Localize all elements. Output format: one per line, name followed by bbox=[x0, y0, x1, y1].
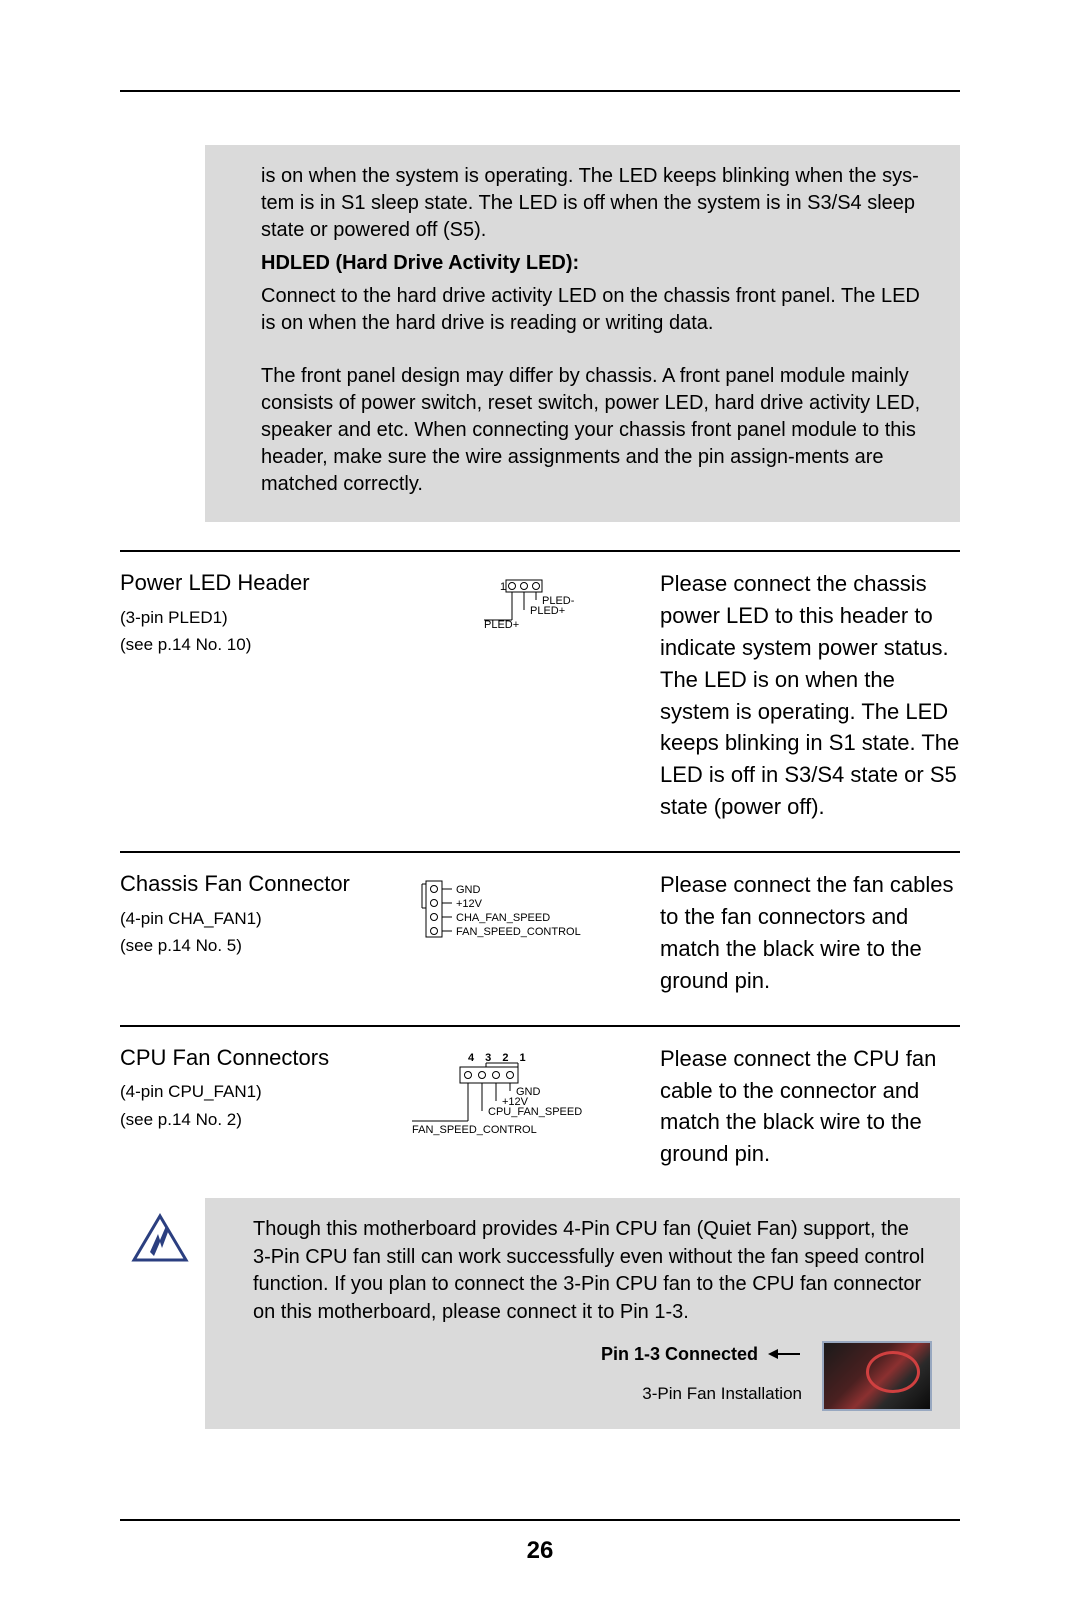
pled-label-3: PLED+ bbox=[484, 619, 519, 631]
pin-circle bbox=[465, 1071, 472, 1078]
section-title: Power LED Header bbox=[120, 568, 400, 598]
note-text: Though this motherboard provides 4-Pin C… bbox=[253, 1216, 932, 1326]
section-left: CPU Fan Connectors (4-pin CPU_FAN1) (see… bbox=[120, 1043, 400, 1133]
intro-p3: The front panel design may differ by cha… bbox=[261, 363, 932, 498]
intro-p1: is on when the system is operating. The … bbox=[261, 163, 932, 244]
info-box-top: is on when the system is operating. The … bbox=[205, 145, 960, 522]
section-sub1: (4-pin CHA_FAN1) bbox=[120, 905, 400, 932]
pin-circle bbox=[521, 583, 528, 590]
pin-block: Pin 1-3 Connected 3-Pin Fan Installation bbox=[253, 1341, 932, 1411]
section-rule bbox=[120, 1025, 960, 1027]
section-title: CPU Fan Connectors bbox=[120, 1043, 400, 1073]
section-chassis-fan: Chassis Fan Connector (4-pin CHA_FAN1) (… bbox=[120, 869, 960, 997]
pin-connected-row: Pin 1-3 Connected bbox=[601, 1342, 802, 1367]
section-cpu-fan: CPU Fan Connectors (4-pin CPU_FAN1) (see… bbox=[120, 1043, 960, 1171]
pled-label-2: PLED+ bbox=[530, 605, 565, 617]
warning-triangle bbox=[134, 1216, 186, 1260]
page-number: 26 bbox=[0, 1537, 1080, 1565]
top-rule bbox=[120, 90, 960, 92]
diagram-cpu-fan: 4 3 2 1 GND +12V CPU_FAN_SPEED bbox=[410, 1043, 650, 1144]
diagram-pled: 1 PLED- PLED+ PLED+ bbox=[410, 568, 650, 639]
section-rule bbox=[120, 550, 960, 552]
pin-circle bbox=[431, 928, 438, 935]
cpu-box bbox=[460, 1067, 518, 1083]
pled-box bbox=[506, 580, 542, 592]
section-power-led: Power LED Header (3-pin PLED1) (see p.14… bbox=[120, 568, 960, 823]
section-sub2: (see p.14 No. 10) bbox=[120, 631, 400, 658]
section-desc: Please connect the chassis power LED to … bbox=[660, 568, 960, 823]
fan-install-photo bbox=[822, 1341, 932, 1411]
pin-circle bbox=[493, 1071, 500, 1078]
section-sub1: (3-pin PLED1) bbox=[120, 604, 400, 631]
section-sub1: (4-pin CPU_FAN1) bbox=[120, 1078, 400, 1105]
pin-install-label: 3-Pin Fan Installation bbox=[601, 1382, 802, 1405]
pin-circle bbox=[431, 914, 438, 921]
note-box: Though this motherboard provides 4-Pin C… bbox=[205, 1198, 960, 1428]
pin-circle bbox=[509, 583, 516, 590]
pin-connected-label: Pin 1-3 Connected bbox=[601, 1342, 758, 1367]
cha-fan-diagram-svg: GND +12V CHA_FAN_SPEED FAN_SPEED_CONTROL bbox=[416, 875, 646, 945]
section-rule bbox=[120, 851, 960, 853]
cpu-label-3: CPU_FAN_SPEED bbox=[488, 1106, 582, 1118]
pin1-label: 1 bbox=[500, 581, 506, 593]
pin-circle bbox=[431, 900, 438, 907]
pin-circle bbox=[533, 583, 540, 590]
pin-circle bbox=[479, 1071, 486, 1078]
pin-circle bbox=[431, 886, 438, 893]
section-left: Chassis Fan Connector (4-pin CHA_FAN1) (… bbox=[120, 869, 400, 959]
cpu-fan-diagram-svg: 4 3 2 1 GND +12V CPU_FAN_SPEED bbox=[410, 1049, 640, 1139]
arrow-left-icon bbox=[768, 1347, 802, 1361]
bottom-rule bbox=[120, 1519, 960, 1521]
cha-box bbox=[426, 881, 442, 937]
page: is on when the system is operating. The … bbox=[0, 0, 1080, 1619]
hdled-title: HDLED (Hard Drive Activity LED): bbox=[261, 250, 932, 277]
section-left: Power LED Header (3-pin PLED1) (see p.14… bbox=[120, 568, 400, 658]
intro-p2: Connect to the hard drive activity LED o… bbox=[261, 283, 932, 337]
section-sub2: (see p.14 No. 5) bbox=[120, 932, 400, 959]
section-desc: Please connect the CPU fan cable to the … bbox=[660, 1043, 960, 1171]
warning-icon bbox=[130, 1212, 190, 1275]
cha-label-2: +12V bbox=[456, 898, 483, 910]
cpu-pin-nums: 4 3 2 1 bbox=[468, 1052, 530, 1064]
section-title: Chassis Fan Connector bbox=[120, 869, 400, 899]
cha-label-1: GND bbox=[456, 884, 481, 896]
pin-text: Pin 1-3 Connected 3-Pin Fan Installation bbox=[601, 1341, 802, 1406]
cpu-label-4: FAN_SPEED_CONTROL bbox=[412, 1124, 537, 1136]
diagram-cha-fan: GND +12V CHA_FAN_SPEED FAN_SPEED_CONTROL bbox=[410, 869, 650, 950]
content-area: is on when the system is operating. The … bbox=[120, 145, 960, 1429]
pled-diagram-svg: 1 PLED- PLED+ PLED+ bbox=[470, 574, 590, 634]
cha-label-4: FAN_SPEED_CONTROL bbox=[456, 926, 581, 938]
pin-circle bbox=[507, 1071, 514, 1078]
cha-label-3: CHA_FAN_SPEED bbox=[456, 912, 550, 924]
section-desc: Please connect the fan cables to the fan… bbox=[660, 869, 960, 997]
section-sub2: (see p.14 No. 2) bbox=[120, 1106, 400, 1133]
